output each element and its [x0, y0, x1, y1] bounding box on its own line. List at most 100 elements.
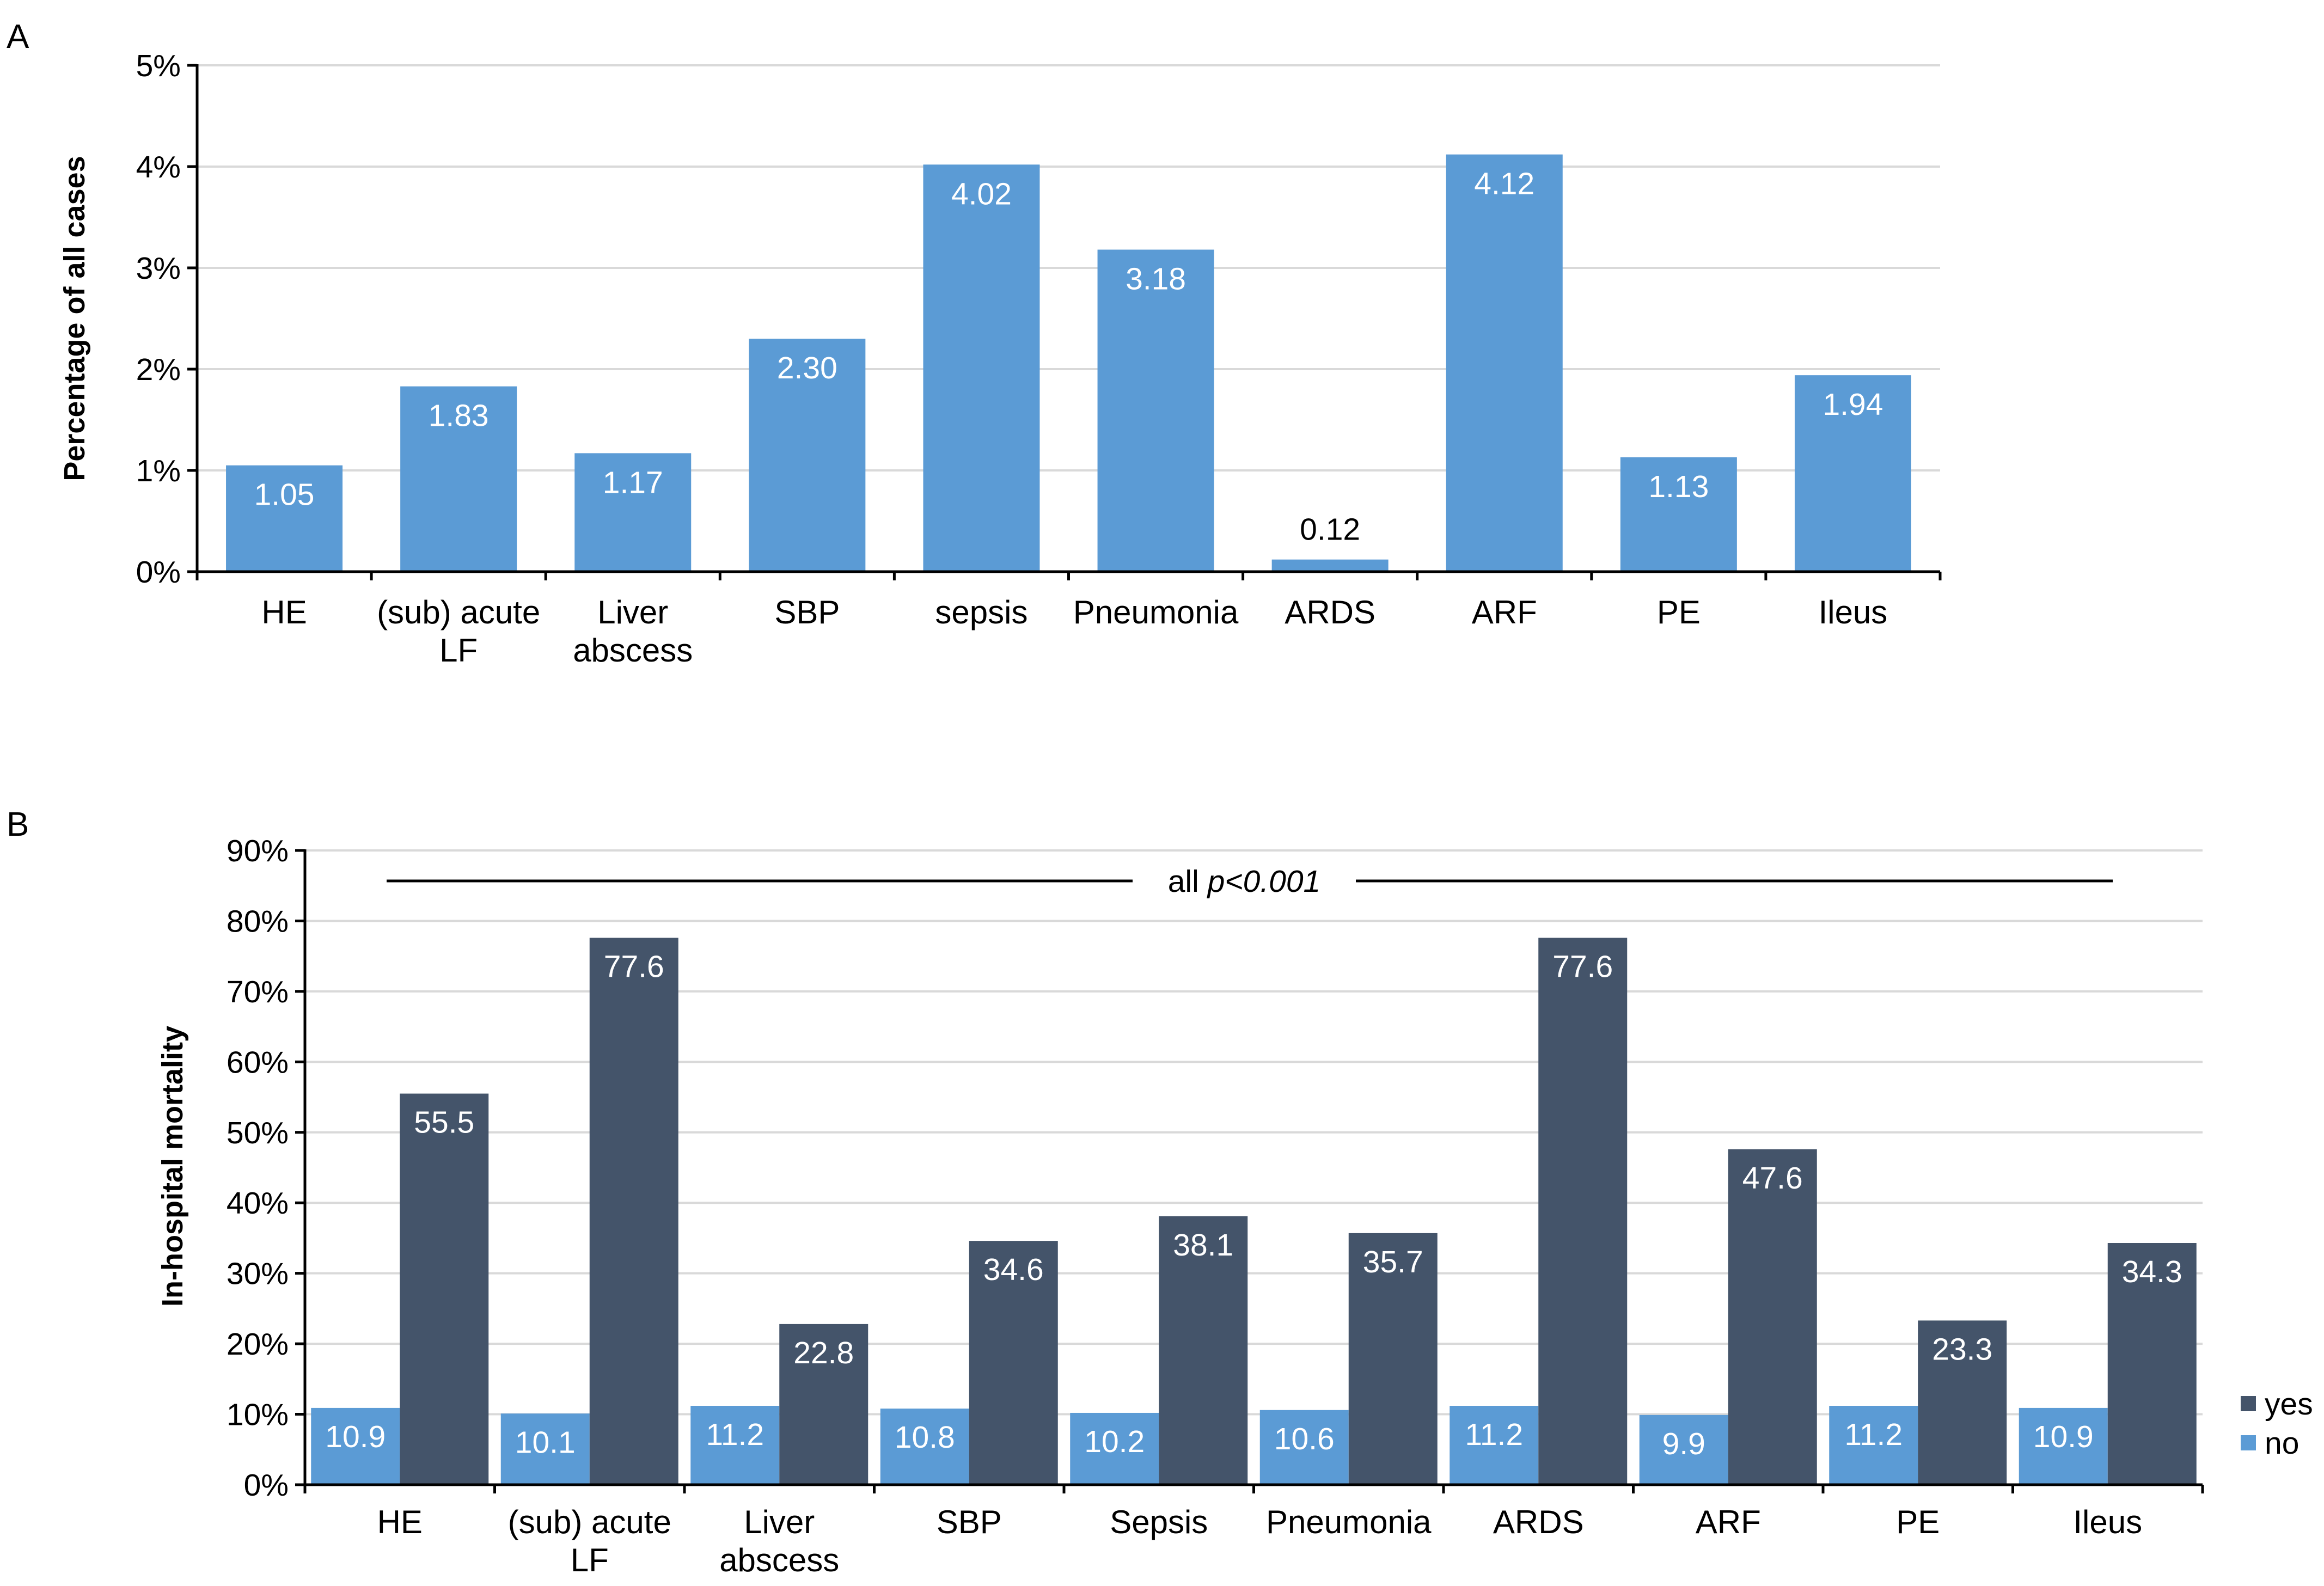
bar	[923, 164, 1040, 572]
y-tick-label: 3%	[136, 251, 181, 286]
y-tick-label: 60%	[227, 1045, 289, 1080]
data-label-yes: 55.5	[414, 1105, 474, 1140]
x-category-label: abscess	[573, 632, 693, 669]
y-tick-label: 0%	[244, 1468, 289, 1503]
bar-yes	[1348, 1233, 1438, 1485]
x-category-label: SBP	[937, 1504, 1002, 1540]
x-category-label: Ileus	[2073, 1504, 2142, 1540]
x-category-label: sepsis	[935, 594, 1028, 630]
data-label-yes: 77.6	[1552, 950, 1613, 984]
bar	[1271, 559, 1389, 572]
legend-swatch-no	[2241, 1435, 2256, 1450]
data-label-yes: 47.6	[1742, 1161, 1803, 1196]
data-label-no: 11.2	[1844, 1417, 1903, 1452]
y-tick-label: 2%	[136, 352, 181, 387]
bar-yes	[779, 1324, 869, 1485]
y-tick-label: 50%	[227, 1116, 289, 1150]
y-tick-label: 20%	[227, 1327, 289, 1362]
bar-no	[690, 1406, 780, 1485]
bar-no	[1070, 1412, 1159, 1485]
data-label-yes: 77.6	[604, 950, 664, 984]
x-category-label: (sub) acute	[508, 1504, 671, 1540]
data-label: 4.12	[1474, 167, 1534, 201]
data-label: 1.13	[1648, 469, 1709, 504]
data-label: 1.17	[603, 465, 663, 500]
bar-yes	[1538, 938, 1628, 1485]
y-tick-label: 4%	[136, 150, 181, 185]
x-category-label: ARDS	[1285, 594, 1375, 630]
x-category-label: PE	[1896, 1504, 1940, 1540]
data-label: 1.83	[429, 399, 489, 433]
bar	[574, 453, 692, 572]
data-label-no: 11.2	[1465, 1417, 1523, 1452]
y-tick-label: 80%	[227, 904, 289, 939]
bar-yes	[1728, 1149, 1817, 1485]
bar	[226, 465, 343, 572]
data-label: 2.30	[777, 351, 837, 385]
bar-no	[311, 1407, 400, 1485]
x-category-label: ARDS	[1493, 1504, 1584, 1540]
bar	[1097, 249, 1214, 572]
data-label-no: 10.6	[1274, 1422, 1335, 1456]
x-category-label: LF	[571, 1542, 609, 1578]
data-label-no: 11.2	[706, 1417, 764, 1452]
bar	[400, 386, 517, 572]
y-tick-label: 40%	[227, 1186, 289, 1221]
x-category-label: Liver	[597, 594, 668, 630]
data-label-no: 10.1	[515, 1425, 576, 1460]
data-label-no: 10.8	[895, 1420, 955, 1455]
bar-yes	[969, 1241, 1058, 1485]
bar-no	[1450, 1406, 1539, 1485]
data-label: 1.05	[254, 477, 315, 512]
data-label-no: 10.9	[325, 1419, 386, 1454]
x-category-label: Liver	[744, 1504, 815, 1540]
bar-yes	[1159, 1216, 1248, 1485]
legend-label-no: no	[2265, 1426, 2299, 1461]
y-axis-title: In-hospital mortality	[156, 1026, 189, 1307]
y-tick-label: 1%	[136, 454, 181, 488]
y-tick-label: 90%	[227, 834, 289, 868]
data-label: 1.94	[1822, 387, 1883, 422]
y-tick-label: 30%	[227, 1257, 289, 1291]
chart-a: 0% 1% 2% 3% 4% 5% 1.05 1.83 1.17 2.30 4.02 3.18 0.12…	[58, 48, 1942, 669]
bar-yes	[400, 1093, 489, 1485]
x-category-label: Sepsis	[1110, 1504, 1208, 1540]
x-category-label: ARF	[1696, 1504, 1761, 1540]
y-axis-title: Percentage of all cases	[58, 156, 91, 481]
bar-no	[2019, 1407, 2108, 1485]
significance-p-value: p<0.001	[1207, 864, 1321, 899]
x-category-label: (sub) acute	[377, 594, 540, 630]
x-category-label: SBP	[774, 594, 840, 630]
x-category-label: PE	[1657, 594, 1701, 630]
legend-swatch-yes	[2241, 1396, 2256, 1411]
x-category-label: HE	[377, 1504, 423, 1540]
x-category-label: LF	[439, 632, 478, 669]
y-tick-label: 0%	[136, 555, 181, 590]
data-label: 4.02	[951, 176, 1012, 211]
panel-a-letter: A	[7, 18, 29, 56]
bar-no	[1259, 1410, 1349, 1485]
y-tick-label: 10%	[227, 1398, 289, 1432]
y-tick-label: 5%	[136, 48, 181, 83]
bar-no	[1829, 1406, 1918, 1485]
data-label-yes: 34.3	[2122, 1254, 2182, 1289]
bar-yes	[1918, 1320, 2007, 1485]
panel-b-letter: B	[7, 806, 29, 843]
bar-yes	[589, 938, 678, 1485]
data-label-yes: 34.6	[983, 1252, 1044, 1287]
data-label-no: 9.9	[1662, 1426, 1705, 1461]
bar-no	[1639, 1414, 1728, 1485]
bar	[749, 339, 866, 572]
data-label-yes: 38.1	[1173, 1228, 1233, 1263]
bar	[1620, 457, 1737, 572]
x-category-label: Pneumonia	[1266, 1504, 1432, 1540]
data-label-yes: 23.3	[1932, 1332, 1992, 1367]
data-label-no: 10.9	[2033, 1419, 2094, 1454]
x-category-label: HE	[261, 594, 307, 630]
x-category-label: Ileus	[1819, 594, 1888, 630]
data-label: 3.18	[1126, 262, 1186, 297]
significance-annotation: all p<0.001	[1168, 864, 1321, 899]
bar-no	[880, 1409, 969, 1485]
bar	[1446, 154, 1563, 572]
